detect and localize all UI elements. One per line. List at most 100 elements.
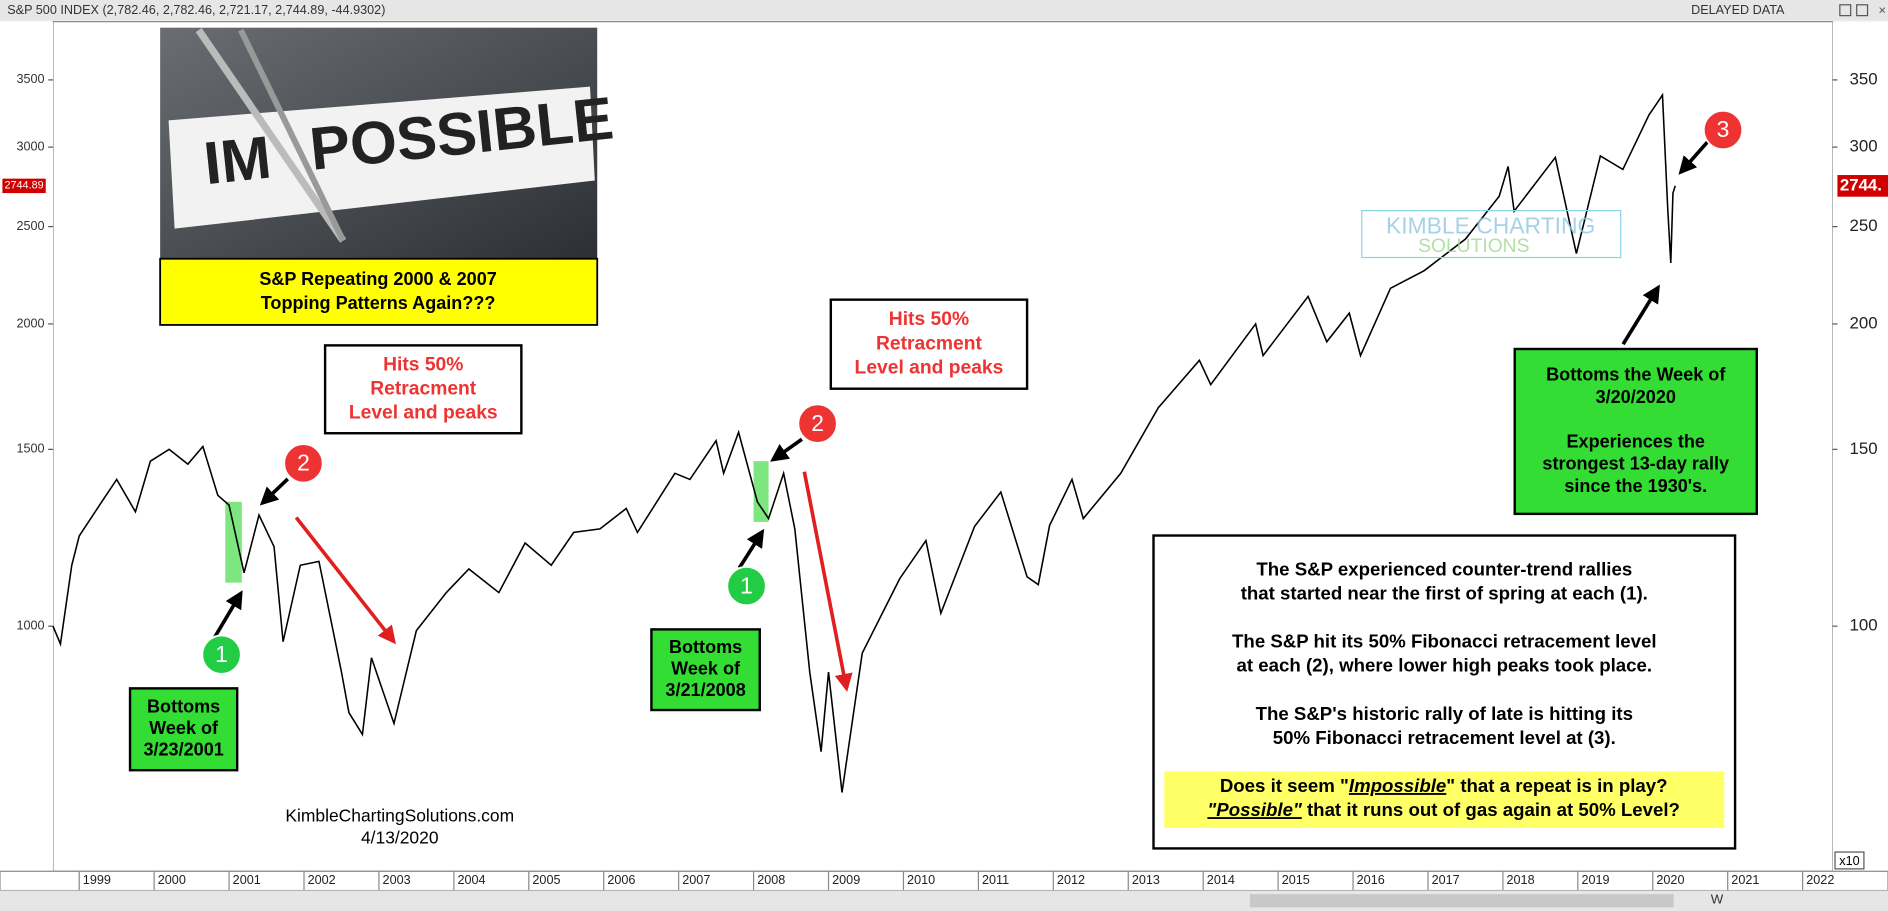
annotation-box — [650, 628, 761, 712]
arrows — [212, 140, 1709, 692]
annotation-text: Level and peaks — [349, 402, 498, 423]
annotation-text: Hits 50% — [383, 354, 463, 375]
last-value-tag — [2, 178, 46, 194]
step-marker-label: 2 — [297, 450, 310, 476]
annotation-box — [829, 298, 1029, 390]
annotation-text: that started near the first of spring at… — [1241, 582, 1648, 603]
inset-caption: S&P Repeating 2000 & 2007 — [259, 269, 496, 289]
price-line — [52, 92, 1676, 793]
annotation-text: strongest 13-day rally — [1542, 454, 1729, 474]
arrow — [1678, 140, 1709, 175]
restore-button[interactable] — [1856, 4, 1869, 17]
inset-caption-box — [159, 257, 599, 326]
y2-tick-label: 300 — [1849, 137, 1877, 156]
watermark: SOLUTIONS — [1418, 236, 1529, 257]
step-marker — [726, 565, 767, 607]
y-tick-label: 2000 — [16, 316, 44, 330]
step-marker-label: 1 — [215, 641, 228, 667]
scissor-blade — [238, 28, 346, 243]
x-tick-label: 2022 — [1806, 873, 1834, 887]
x-tick-label: 2000 — [158, 873, 186, 887]
multiplier-box — [1834, 851, 1865, 870]
annotation-text: Bottoms — [147, 696, 220, 716]
annotation-text: since the 1930's. — [1564, 476, 1707, 496]
annotation-text: The S&P hit its 50% Fibonacci retracemen… — [1232, 631, 1657, 652]
arrow — [737, 528, 765, 569]
y-tick-label: 1000 — [16, 619, 44, 633]
annotation-text: at each (2), where lower high peaks took… — [1237, 655, 1653, 676]
arrow — [802, 471, 853, 692]
question-segment: "Possible" — [1207, 799, 1303, 820]
step-marker-label: 2 — [811, 410, 824, 436]
highlight-zone — [753, 461, 769, 522]
y2-tick-label: 250 — [1849, 216, 1877, 235]
header-status: DELAYED DATA — [1691, 3, 1785, 17]
annotation-text: Level and peaks — [855, 357, 1004, 378]
x-tick-label: 2005 — [532, 873, 560, 887]
question-segment: Does it seem " — [1220, 775, 1349, 796]
annotation-text: 50% Fibonacci retracement level at (3). — [1273, 727, 1616, 748]
paper — [168, 86, 595, 229]
annotation-text: Week of — [149, 718, 219, 738]
arrow — [1621, 284, 1660, 346]
minimize-button[interactable] — [1839, 4, 1852, 17]
step-marker — [1702, 109, 1744, 151]
y2-tick-label: 100 — [1849, 616, 1877, 635]
annotation-box — [323, 344, 523, 435]
close-button[interactable]: × — [1878, 2, 1886, 17]
question-highlight — [1164, 771, 1725, 828]
annotation-text: The S&P experienced counter-trend rallie… — [1256, 558, 1632, 579]
x-tick-label: 2018 — [1507, 873, 1535, 887]
x-tick-label: 2008 — [757, 873, 785, 887]
annotation-text: Week of — [671, 658, 741, 678]
watermark: KIMBLE CHARTING — [1386, 213, 1595, 239]
annotation-text: Experiences the — [1567, 431, 1705, 451]
arrow — [294, 516, 396, 645]
header-bar — [0, 0, 1888, 21]
y-tick-label: 3500 — [16, 72, 44, 86]
step-marker — [283, 443, 324, 484]
scissor-blade — [195, 28, 347, 243]
x-tick-label: 2007 — [682, 873, 710, 887]
question-line: "Possible" that it runs out of gas again… — [1207, 799, 1680, 820]
question-segment: Impossible — [1349, 775, 1446, 796]
x-tick-label: 2019 — [1581, 873, 1609, 887]
x-tick-label: 2012 — [1057, 873, 1085, 887]
watermark-box — [1361, 209, 1622, 259]
inset: IM POSSIBLE S&P Repeating 2000 & 2007 To… — [159, 27, 616, 326]
x-tick-label: 2004 — [457, 873, 485, 887]
x-tick-label: 2009 — [832, 873, 860, 887]
y2-tick-label: 150 — [1849, 439, 1877, 458]
x-tick-label: 2015 — [1282, 873, 1310, 887]
y-tick-label: 2500 — [16, 219, 44, 233]
annotation-text: 3/23/2001 — [143, 740, 223, 760]
scrollbar[interactable] — [1249, 894, 1674, 908]
y-tick-label: 1500 — [16, 442, 44, 456]
y2-multiplier: x10 — [1839, 854, 1859, 868]
y-tick-label: 3000 — [16, 139, 44, 153]
annotation-text: Retracment — [876, 333, 983, 354]
inset-caption: Topping Patterns Again??? — [261, 293, 496, 313]
last-value-label-y2: 2744. — [1840, 175, 1882, 194]
annotation-text: Hits 50% — [889, 309, 969, 330]
annotation-box — [128, 687, 239, 772]
annotation-text: Bottoms — [669, 637, 742, 657]
interval-button[interactable]: W — [1711, 892, 1724, 907]
y2-tick-label: 350 — [1849, 69, 1877, 88]
right-axis — [1832, 21, 1888, 891]
annotation-box — [1513, 347, 1758, 516]
x-tick-label: 2021 — [1731, 873, 1759, 887]
step-marker-label: 3 — [1717, 116, 1730, 142]
left-axis — [0, 21, 53, 891]
x-tick-label: 2001 — [233, 873, 261, 887]
x-tick-label: 2017 — [1432, 873, 1460, 887]
step-marker-label: 1 — [740, 572, 753, 598]
x-tick-label: 2014 — [1207, 873, 1235, 887]
x-tick-label: 2011 — [982, 873, 1009, 887]
step-marker — [201, 634, 242, 675]
annotation-text: 3/20/2020 — [1596, 387, 1676, 407]
highlight-zone — [225, 501, 242, 583]
header-title: S&P 500 INDEX (2,782.46, 2,782.46, 2,721… — [7, 3, 385, 17]
